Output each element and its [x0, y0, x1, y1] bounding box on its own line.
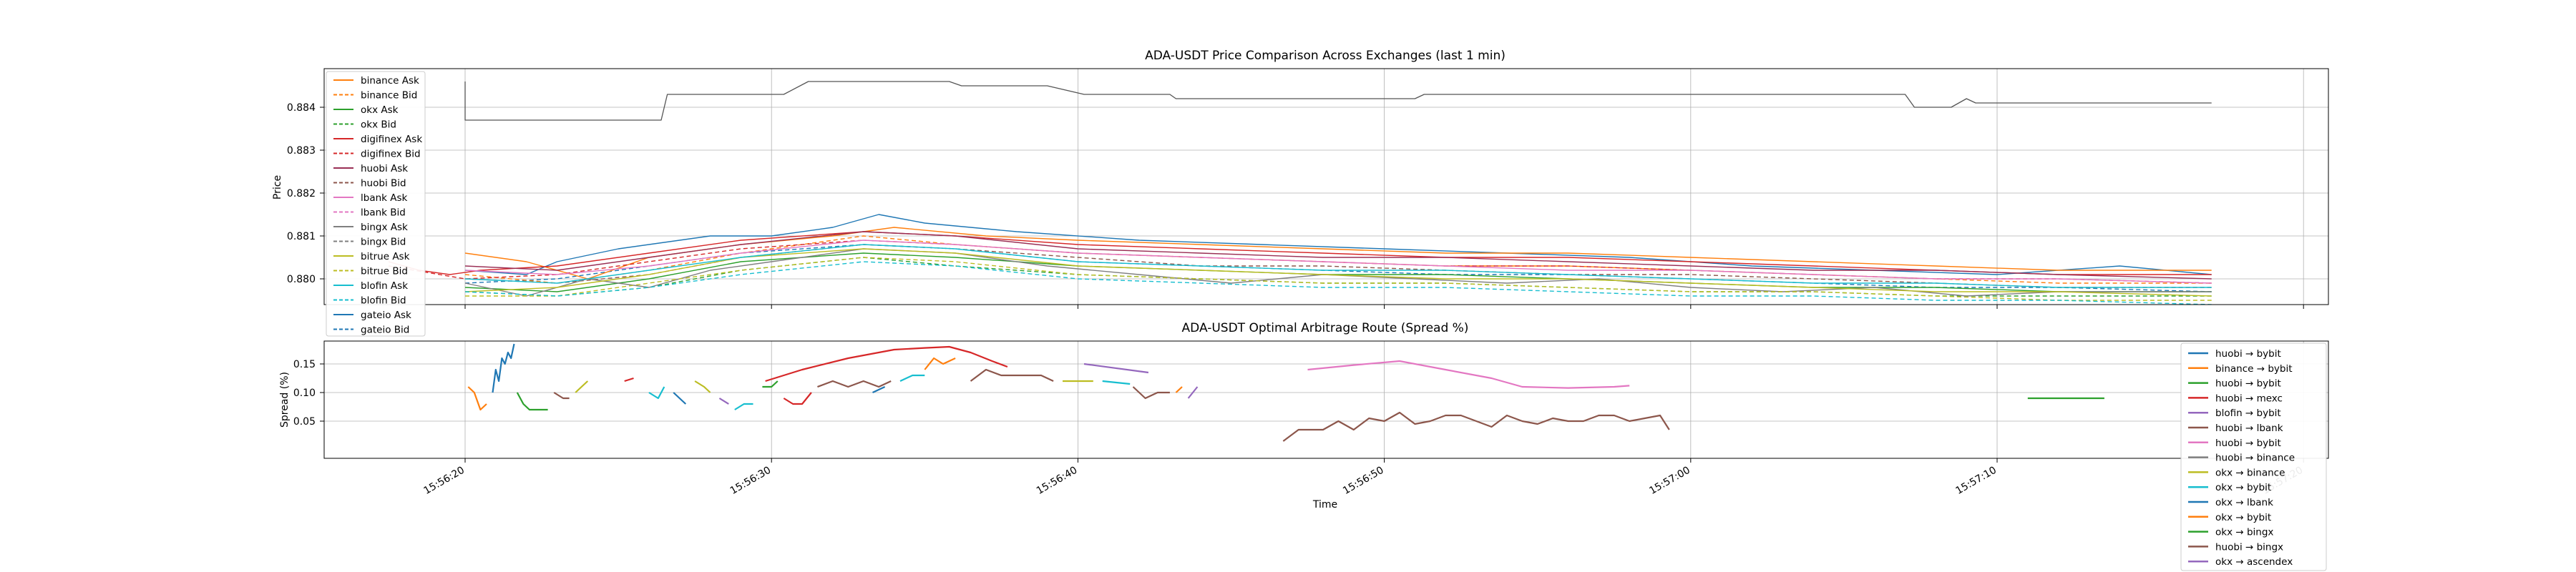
- spread-series-line: [765, 345, 1008, 383]
- price-y-axis: 0.880 0.881 0.882 0.883 0.884: [287, 102, 324, 285]
- spread-series-line: [762, 380, 779, 388]
- spread-series-line: [783, 392, 812, 405]
- price-series-line: [388, 231, 2212, 275]
- spread-legend-entry: binance → bybit: [2215, 363, 2293, 375]
- spread-legend-entry: okx → bybit: [2215, 512, 2271, 523]
- spread-series-line: [694, 380, 711, 393]
- price-legend-entry: huobi Ask: [361, 163, 408, 174]
- price-legend-entry: digifinex Bid: [361, 149, 421, 160]
- spread-series-line: [492, 343, 515, 393]
- spread-series-line: [899, 374, 925, 382]
- price-legend-entry: bingx Bid: [361, 237, 406, 248]
- price-legend-entry: binance Ask: [361, 75, 419, 87]
- spread-y-axis: 0.05 0.10 0.15: [293, 359, 324, 428]
- price-series-line: [464, 214, 2212, 275]
- price-legend: binance Ask binance Bid okx Ask okx Bid digi…: [326, 71, 426, 337]
- price-legend-entry: okx Bid: [361, 119, 396, 131]
- price-series-line: [464, 244, 2212, 288]
- price-series-line: [464, 261, 2212, 305]
- spread-legend-entry: huobi → lbank: [2215, 423, 2283, 434]
- price-x-axis: [464, 305, 2304, 309]
- price-series-line: [464, 248, 2212, 297]
- spread-series-line: [467, 386, 487, 411]
- spread-legend-entry: huobi → binance: [2215, 453, 2295, 464]
- spread-series-line: [1187, 386, 1199, 399]
- spread-series-line: [872, 386, 886, 393]
- spread-y-tick-label: 0.05: [293, 416, 316, 428]
- spread-series-line: [924, 357, 956, 370]
- spread-series-group: [467, 343, 2104, 442]
- spread-legend-entry: okx → binance: [2215, 467, 2285, 478]
- price-y-tick-label: 0.883: [287, 145, 316, 157]
- spread-series-line: [1282, 411, 1670, 442]
- spread-series-line: [516, 392, 548, 411]
- spread-y-tick-label: 0.15: [293, 359, 316, 370]
- price-axes-frame: [323, 68, 2329, 305]
- price-legend-entry: blofin Ask: [361, 280, 408, 292]
- spread-series-line: [673, 392, 687, 405]
- spread-legend-entry: huobi → bybit: [2215, 348, 2281, 360]
- price-y-tick-label: 0.882: [287, 188, 316, 199]
- price-legend-entry: bingx Ask: [361, 222, 408, 233]
- spread-series-line: [734, 403, 753, 410]
- price-legend-entry: gateio Bid: [361, 325, 409, 336]
- spread-legend-entry: huobi → bybit: [2215, 378, 2281, 390]
- spread-gridlines: [324, 341, 2328, 458]
- spread-series-line: [553, 392, 570, 400]
- spread-series-line: [1175, 386, 1183, 393]
- spread-y-label: Spread (%): [279, 372, 291, 428]
- spread-legend-entry: okx → bybit: [2215, 482, 2271, 493]
- spread-chart-title: ADA-USDT Optimal Arbitrage Route (Spread…: [1182, 321, 1469, 335]
- spread-x-label: Time: [1312, 499, 1337, 511]
- price-chart: ADA-USDT Price Comparison Across Exchang…: [272, 49, 2329, 337]
- price-y-tick-label: 0.884: [287, 102, 316, 114]
- spread-series-line: [648, 386, 665, 400]
- spread-legend-entry: huobi → mexc: [2215, 393, 2283, 404]
- spread-series-line: [718, 398, 729, 405]
- spread-legend-entry: okx → bingx: [2215, 527, 2273, 538]
- price-legend-entry: bitrue Ask: [361, 251, 410, 262]
- price-y-label: Price: [272, 175, 283, 199]
- spread-series-line: [575, 380, 589, 393]
- price-y-tick-label: 0.880: [287, 274, 316, 285]
- spread-plot-area: [467, 343, 2104, 442]
- spread-axes-frame: [323, 340, 2329, 459]
- price-legend-entry: digifinex Ask: [361, 134, 422, 145]
- price-legend-entry: okx Ask: [361, 104, 399, 116]
- price-series-line: [464, 81, 2212, 121]
- spread-legend-entry: blofin → bybit: [2215, 408, 2281, 419]
- price-legend-entry: huobi Bid: [361, 178, 406, 189]
- price-legend-entry: gateio Ask: [361, 310, 411, 321]
- spread-y-tick-label: 0.10: [293, 388, 316, 399]
- spread-series-line: [1307, 360, 1630, 389]
- spread-series-line: [1102, 380, 1131, 385]
- price-series-line: [464, 231, 2212, 280]
- spread-series-line: [817, 380, 892, 388]
- price-y-tick-label: 0.881: [287, 231, 316, 242]
- spread-legend-entry: okx → ascendex: [2215, 556, 2293, 568]
- spread-legend-entry: okx → lbank: [2215, 497, 2273, 508]
- price-legend-entry: lbank Bid: [361, 207, 406, 219]
- spread-series-line: [1083, 363, 1149, 374]
- spread-series-line: [624, 377, 634, 383]
- spread-legend: huobi → bybit binance → bybit huobi → bybi…: [2180, 342, 2327, 571]
- price-series-line: [464, 240, 2212, 284]
- price-legend-entry: bitrue Bid: [361, 266, 408, 277]
- price-series-line: [465, 257, 2212, 301]
- price-legend-entry: binance Bid: [361, 90, 417, 102]
- price-plot-area: [388, 81, 2212, 305]
- price-chart-title: ADA-USDT Price Comparison Across Exchang…: [1145, 49, 1506, 63]
- price-series-line: [464, 227, 2212, 280]
- spread-series-line: [1132, 386, 1170, 400]
- price-legend-entry: blofin Bid: [361, 295, 406, 307]
- spread-series-line: [970, 368, 1054, 382]
- spread-legend-entry: huobi → bybit: [2215, 438, 2281, 449]
- spread-legend-box: [2180, 342, 2327, 571]
- spread-legend-entry: huobi → bingx: [2215, 541, 2283, 553]
- price-series-group: [388, 81, 2212, 305]
- price-legend-entry: lbank Ask: [361, 192, 408, 204]
